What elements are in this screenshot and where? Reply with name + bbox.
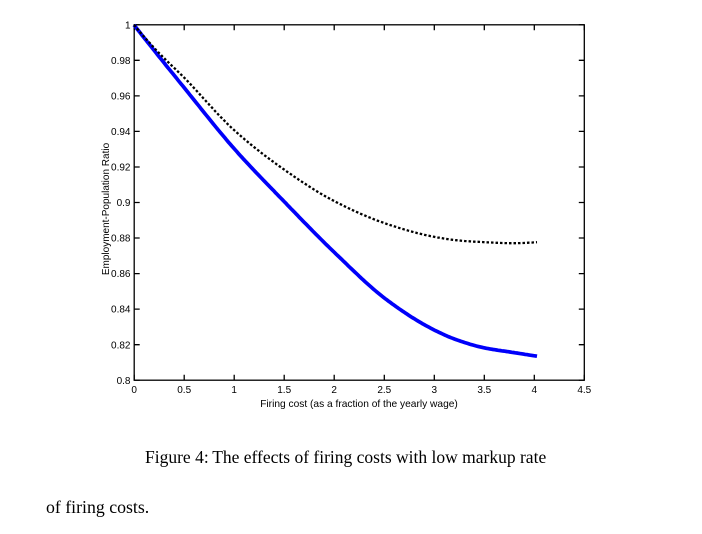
svg-text:1.5: 1.5 [277,385,291,396]
svg-text:Firing cost (as a fraction of: Firing cost (as a fraction of the yearly… [260,399,458,410]
svg-text:0.86: 0.86 [111,269,131,280]
svg-text:0.8: 0.8 [117,376,131,387]
svg-text:0.5: 0.5 [177,385,191,396]
svg-text:0.98: 0.98 [111,56,131,67]
svg-text:0.92: 0.92 [111,163,131,174]
svg-text:1: 1 [231,385,237,396]
svg-text:2.5: 2.5 [377,385,391,396]
svg-text:0.82: 0.82 [111,340,131,351]
svg-text:1: 1 [125,20,131,31]
svg-text:0.84: 0.84 [111,305,131,316]
svg-text:Employment-Population Ratio: Employment-Population Ratio [101,142,112,275]
svg-text:3.5: 3.5 [477,385,491,396]
svg-text:3: 3 [432,385,438,396]
svg-text:0.9: 0.9 [117,198,131,209]
svg-text:4.5: 4.5 [577,385,591,396]
svg-text:0.94: 0.94 [111,127,131,138]
svg-text:4: 4 [532,385,538,396]
svg-text:2: 2 [331,385,337,396]
svg-text:0.96: 0.96 [111,92,131,103]
svg-text:0: 0 [131,385,137,396]
svg-text:0.88: 0.88 [111,234,131,245]
